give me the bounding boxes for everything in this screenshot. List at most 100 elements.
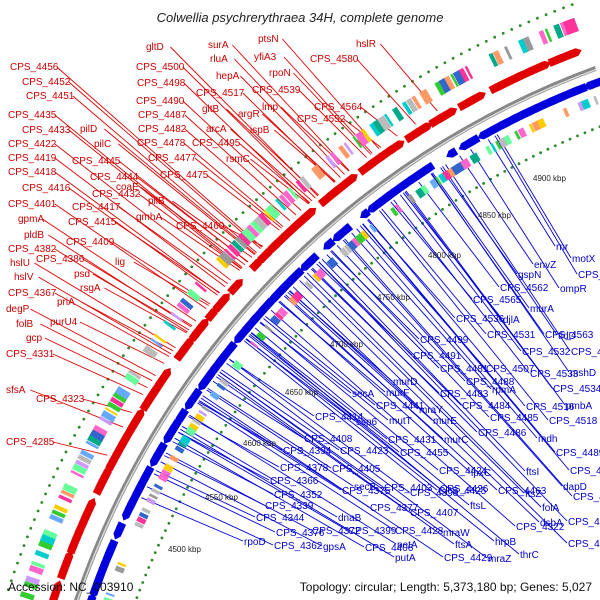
cog-block <box>153 333 167 344</box>
leader-line <box>194 157 282 229</box>
tick-dot <box>48 484 51 487</box>
tick-dot <box>434 212 438 216</box>
tick-dot <box>454 199 458 202</box>
gene-label: petA <box>397 540 418 551</box>
cog-block <box>253 215 269 231</box>
leader-line <box>440 167 518 275</box>
leader-line <box>262 113 336 182</box>
cog-block <box>339 247 350 258</box>
leader-line <box>198 400 342 491</box>
gene-label: CPS_4435 <box>8 110 57 121</box>
tick-dot <box>447 203 451 207</box>
leader-line <box>496 134 572 259</box>
tick-dot <box>243 397 247 401</box>
leader-line <box>52 353 144 396</box>
kbp-label: 4600 kbp <box>243 439 276 448</box>
gene-label: CPS_4409 <box>66 237 115 248</box>
tick-dot <box>82 417 86 421</box>
tick-dot <box>546 147 550 151</box>
gene-label: hslV <box>14 272 34 283</box>
leader-line <box>303 275 525 494</box>
tick-dot <box>44 492 47 496</box>
tick-dot <box>132 338 136 342</box>
cog-block <box>368 223 378 233</box>
cog-block <box>464 65 474 80</box>
leader-line <box>494 135 578 275</box>
tick-dot <box>427 217 431 221</box>
cog-block <box>194 412 205 423</box>
leader-line <box>293 72 372 155</box>
cog-block <box>255 331 267 342</box>
cog-block <box>270 314 281 326</box>
leader-line <box>153 473 276 533</box>
cog-block <box>312 273 322 283</box>
gene-arrow <box>304 252 320 267</box>
tick-dot <box>221 231 225 234</box>
tick-dot <box>334 294 337 298</box>
tick-dot <box>178 279 182 283</box>
leader-line <box>226 362 488 559</box>
tick-dot <box>493 35 497 39</box>
leader-line <box>219 371 443 533</box>
gene-label: CPS_4441 <box>376 401 425 412</box>
cog-block <box>577 101 585 112</box>
tick-dot <box>261 192 265 195</box>
leader-line <box>265 316 376 406</box>
gene-label: CPS_4518 <box>549 416 598 427</box>
tick-dot <box>283 347 287 350</box>
gene-label: CPS_4328 <box>573 492 600 503</box>
gene-label: CPS_4426 <box>440 484 489 495</box>
cog-block <box>383 113 394 127</box>
gene-label: surA <box>208 40 229 51</box>
tick-dot <box>364 267 367 270</box>
gene-label: CPS_4316 <box>568 539 600 550</box>
tick-dot <box>484 39 488 43</box>
cog-block <box>194 281 207 293</box>
cog-block <box>405 97 419 113</box>
gene-label: hslU <box>10 258 30 269</box>
cog-block <box>151 488 161 496</box>
gene-label: rsmC <box>226 154 250 165</box>
leader-line <box>344 238 573 497</box>
gene-arrow <box>61 550 74 570</box>
tick-dot <box>561 141 564 144</box>
tick-dot <box>459 52 463 56</box>
gene-arrow <box>471 91 486 104</box>
tick-dot <box>141 581 145 584</box>
tick-dot <box>255 198 258 202</box>
cog-block <box>329 151 342 166</box>
leader-line <box>254 327 470 506</box>
cog-block <box>179 297 194 311</box>
cog-block <box>488 52 499 68</box>
tick-dot <box>64 450 68 454</box>
gene-label: hrpB <box>495 537 516 548</box>
cog-block <box>593 95 599 106</box>
tick-dot <box>339 288 343 292</box>
gene-label: putA <box>395 553 416 564</box>
tick-dot <box>241 211 245 215</box>
tick-dot <box>501 31 505 35</box>
gene-label: hslR <box>356 39 376 50</box>
cog-block <box>246 224 260 238</box>
tick-dot <box>583 131 587 135</box>
tick-dot <box>202 251 206 255</box>
gene-label: CPS_4417 <box>72 202 121 213</box>
tick-dot <box>238 404 242 407</box>
tick-dot <box>326 137 330 141</box>
leader-line <box>445 164 571 352</box>
cog-block <box>174 445 185 454</box>
leader-line <box>326 254 440 369</box>
tick-dot <box>233 410 237 414</box>
gene-label: lpxC <box>471 468 491 479</box>
leader-line <box>68 129 242 269</box>
gene-label: CPS_4532 <box>522 347 571 358</box>
gene-label: CPS_4455 <box>400 448 449 459</box>
gene-label: CPS_4422 <box>8 139 57 150</box>
leader-line <box>146 486 274 546</box>
gene-arrow <box>360 208 372 219</box>
gene-label: CPS_4486 <box>478 428 527 439</box>
leader-line <box>336 245 466 382</box>
gene-arrow <box>204 307 218 323</box>
gene-label: CPS_4423 <box>340 446 389 457</box>
leader-line <box>263 318 389 421</box>
